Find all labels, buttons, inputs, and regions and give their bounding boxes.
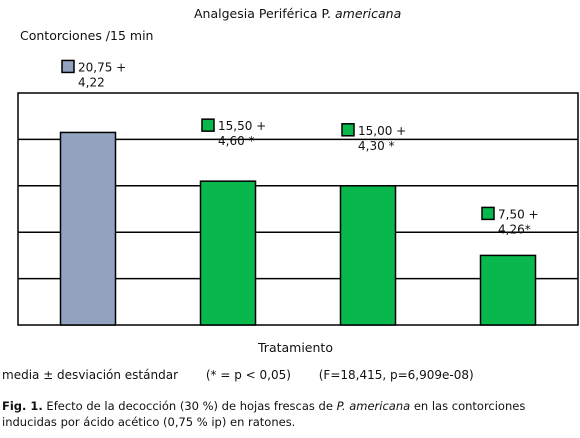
plot-frame [17,92,579,326]
bar-chart: 20,75 +4,22 15,50 +4,60 * 15,00 +4,30 * 7,5… [17,59,579,326]
value-label-box-2 [201,118,215,132]
stat-note-mean-sd: media ± desviación estándar [2,368,178,382]
value-label-1-mean: 20,75 + [78,60,126,74]
value-label-3-mean: 15,00 + [358,124,406,138]
bar-2 [199,180,257,326]
caption-label: Fig. 1. [2,399,43,413]
bar-4 [479,254,537,326]
x-axis-title: Tratamiento [258,340,333,355]
stat-note-anova: (F=18,415, p=6,909e-08) [318,368,474,382]
value-label-box-3 [341,123,355,137]
value-label-2-mean: 15,50 + [218,119,266,133]
value-label-box-4 [481,206,495,221]
bar-3 [339,185,397,326]
value-label-3-sd: 4,30 * [358,139,395,153]
bar-1 [59,131,117,326]
stat-note-significance: (* = p < 0,05) [205,368,291,382]
value-label-4-mean: 7,50 + [498,207,539,221]
y-axis-title: Contorciones /15 min [20,28,154,43]
statistics-note: media ± desviación estándar (* = p < 0,0… [2,368,498,382]
value-label-1-sd: 4,22 [78,75,105,89]
value-label-2-sd: 4,60 * [218,134,255,148]
value-label-4-sd: 4,26* [498,222,531,236]
value-label-box-1 [61,59,75,74]
figure-caption: Fig. 1. Efecto de la decocción (30 %) de… [2,399,526,429]
chart-title: Analgesia Periférica P. americana [194,6,402,21]
